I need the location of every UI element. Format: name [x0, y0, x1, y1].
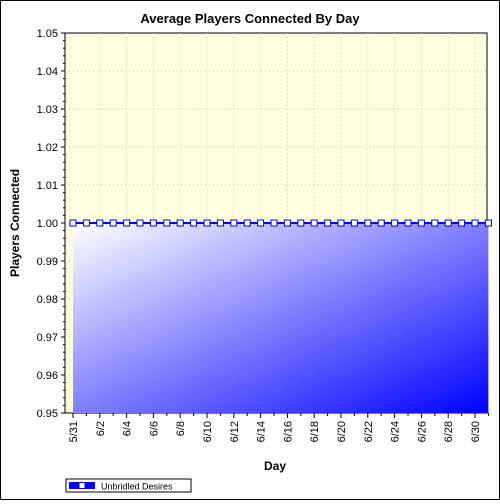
data-point-marker [69, 219, 77, 227]
y-tick-label: 1.00 [37, 218, 58, 230]
data-point-marker [417, 219, 425, 227]
data-point-marker [96, 219, 104, 227]
y-tick-label: 1.03 [37, 104, 58, 116]
series-area-fill [73, 223, 489, 413]
x-tick-label: 6/22 [363, 421, 375, 442]
x-tick-label: 6/10 [202, 421, 214, 442]
data-point-marker [310, 219, 318, 227]
y-tick-label: 0.96 [37, 370, 58, 382]
data-point-marker [176, 219, 184, 227]
legend-box [65, 478, 192, 493]
x-tick-label: 6/6 [148, 421, 160, 436]
data-point-marker [444, 219, 452, 227]
x-tick-label: 6/8 [175, 421, 187, 436]
x-tick-label: 6/2 [95, 421, 107, 436]
data-point-marker [257, 219, 265, 227]
x-tick-label: 6/14 [256, 421, 268, 442]
data-point-marker [190, 219, 198, 227]
y-axis-label: Players Connected [8, 169, 22, 277]
data-point-marker [297, 219, 305, 227]
y-tick-label: 0.95 [37, 408, 58, 420]
data-point-marker [324, 219, 332, 227]
series-markers [69, 219, 492, 227]
y-tick-label: 1.05 [37, 28, 58, 40]
data-point-marker [364, 219, 372, 227]
data-point-marker [431, 219, 439, 227]
legend: Unbridled Desires [65, 478, 192, 493]
data-point-marker [283, 219, 291, 227]
x-tick-label: 5/31 [68, 421, 80, 442]
data-point-marker [270, 219, 278, 227]
y-tick-label: 1.04 [37, 66, 58, 78]
data-point-marker [230, 219, 238, 227]
data-point-marker [109, 219, 117, 227]
x-tick-label: 6/26 [416, 421, 428, 442]
data-point-marker [337, 219, 345, 227]
data-point-marker [163, 219, 171, 227]
data-point-marker [203, 219, 211, 227]
y-tick-label: 1.02 [37, 142, 58, 154]
x-axis: 5/31 6/2 6/4 6/6 6/8 6/10 6/12 6/14 6/16 6/18 6/20… [68, 413, 489, 442]
x-axis-label: Day [264, 459, 286, 473]
x-tick-label: 6/16 [282, 421, 294, 442]
x-tick-label: 6/4 [122, 421, 134, 436]
data-point-marker [243, 219, 251, 227]
data-point-marker [123, 219, 131, 227]
x-tick-label: 6/18 [309, 421, 321, 442]
x-tick-label: 6/20 [336, 421, 348, 442]
data-point-marker [404, 219, 412, 227]
x-tick-label: 6/24 [390, 421, 402, 442]
y-tick-label: 0.99 [37, 256, 58, 268]
x-tick-label: 6/12 [229, 421, 241, 442]
x-tick-label: 6/30 [470, 421, 482, 442]
data-point-marker [471, 219, 479, 227]
data-point-marker [391, 219, 399, 227]
data-point-marker [350, 219, 358, 227]
chart-title: Average Players Connected By Day [140, 11, 360, 26]
data-point-marker [377, 219, 385, 227]
data-point-marker [136, 219, 144, 227]
data-point-marker [149, 219, 157, 227]
x-tick-label: 6/28 [443, 421, 455, 442]
data-point-marker [82, 219, 90, 227]
legend-label: Unbridled Desires [101, 482, 173, 492]
data-point-marker [216, 219, 224, 227]
legend-swatch-marker [78, 482, 86, 489]
data-point-marker [458, 219, 466, 227]
y-axis: 0.95 0.96 0.97 0.98 0.99 1.00 1.01 1.02 1.03 1.04… [37, 28, 65, 420]
data-point-marker [484, 219, 492, 227]
y-tick-label: 0.97 [37, 332, 58, 344]
y-tick-label: 1.01 [37, 180, 58, 192]
y-tick-label: 0.98 [37, 294, 58, 306]
